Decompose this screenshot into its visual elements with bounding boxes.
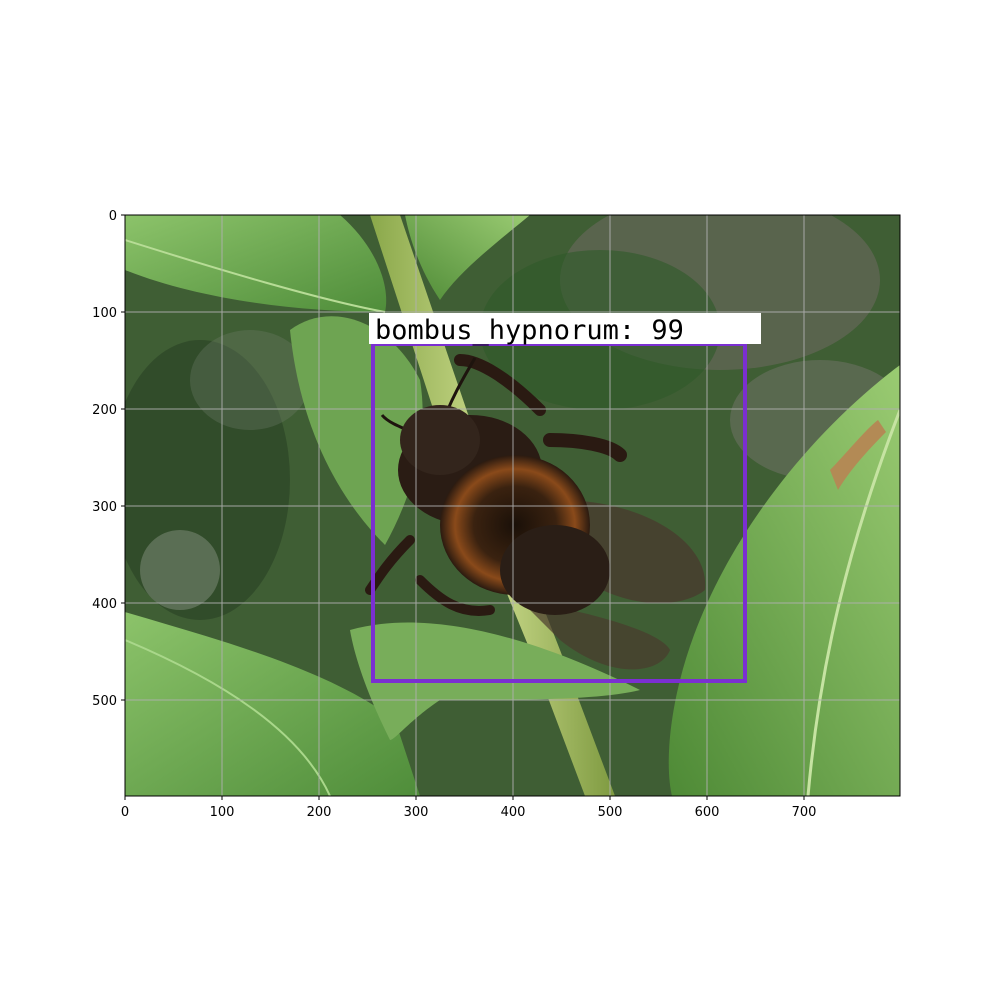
- y-tick-label: 300: [92, 500, 117, 515]
- detection-box: bombus_hypnorum: 99: [369, 313, 761, 683]
- y-tick-label: 100: [92, 306, 117, 321]
- y-tick-label: 500: [92, 694, 117, 709]
- x-tick-label: 200: [307, 805, 332, 820]
- y-tick-label: 400: [92, 597, 117, 612]
- detection-label-background: [369, 313, 761, 344]
- y-tick-label: 0: [109, 209, 117, 224]
- x-axis: [124, 796, 805, 800]
- bumblebee: [365, 354, 706, 670]
- detection-label: bombus_hypnorum: 99: [375, 315, 684, 346]
- y-axis: [121, 214, 125, 701]
- x-tick-label: 700: [792, 805, 817, 820]
- y-tick-labels: 0 100 200 300 400 500: [92, 209, 117, 709]
- x-tick-label: 300: [404, 805, 429, 820]
- x-tick-label: 600: [695, 805, 720, 820]
- x-tick-label: 400: [501, 805, 526, 820]
- x-tick-labels: 0 100 200 300 400 500 600 700: [121, 805, 817, 820]
- x-tick-label: 100: [210, 805, 235, 820]
- x-tick-label: 500: [598, 805, 623, 820]
- y-tick-label: 200: [92, 403, 117, 418]
- x-tick-label: 0: [121, 805, 129, 820]
- photo: [125, 215, 900, 796]
- grid: [124, 214, 900, 796]
